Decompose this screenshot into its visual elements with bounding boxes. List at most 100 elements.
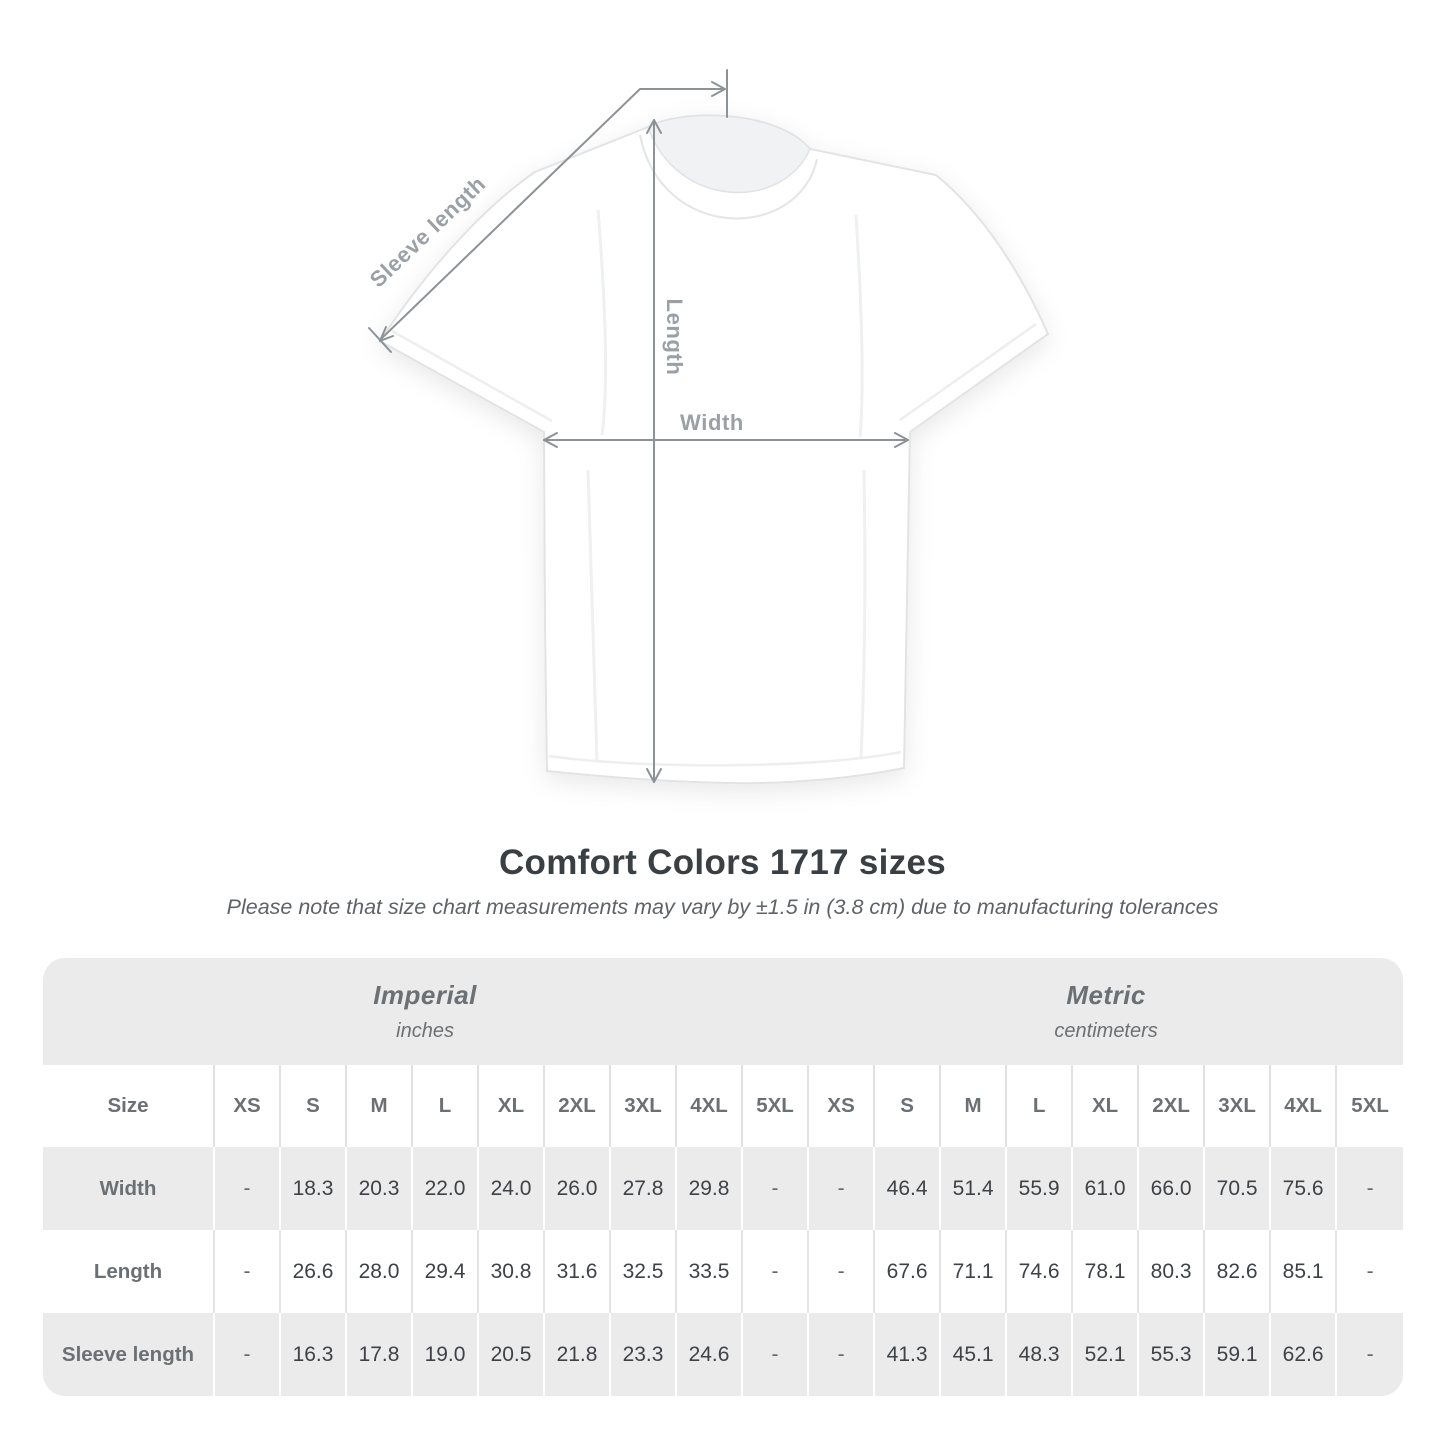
measurement-cell: - [1337, 1230, 1404, 1313]
measurement-cell: 29.4 [413, 1230, 479, 1313]
size-col-header: 2XL [545, 1065, 611, 1147]
size-header-row: Size XS S M L XL 2XL 3XL 4XL 5XL XS S M L XL 2XL 3XL 4XL… [43, 1065, 1404, 1147]
measurement-row: Sleeve length -16.3 17.8 19.0 20.5 21.8 23.3 24… [43, 1313, 1404, 1396]
size-col-header: 3XL [1205, 1065, 1272, 1147]
measurement-cell: - [743, 1313, 810, 1396]
measurement-cell: 20.5 [479, 1313, 545, 1396]
size-col-header: M [941, 1065, 1008, 1147]
measurement-cell: 19.0 [413, 1313, 479, 1396]
measurement-cell: 78.1 [1073, 1230, 1140, 1313]
page-title: Comfort Colors 1717 sizes [498, 843, 947, 882]
measurement-row-label: Length [43, 1230, 215, 1313]
measurement-cell: 48.3 [1007, 1313, 1074, 1396]
measurement-cell: 74.6 [1007, 1230, 1074, 1313]
measurement-cell: - [809, 1230, 876, 1313]
measurement-cell: - [1337, 1147, 1404, 1230]
imperial-group-header: Imperial inches [43, 958, 810, 1065]
sleeve-length-arrow [368, 69, 728, 353]
measurement-cell: 55.3 [1139, 1313, 1206, 1396]
measurement-cell: 30.8 [479, 1230, 545, 1313]
size-col-header: 2XL [1139, 1065, 1206, 1147]
measurement-row: Length -26.6 28.0 29.4 30.8 31.6 32.5 33.5- -67.… [43, 1230, 1404, 1313]
measurement-cell: 82.6 [1205, 1230, 1272, 1313]
measurement-cell: - [1337, 1313, 1404, 1396]
measurement-cell: 55.9 [1007, 1147, 1074, 1230]
size-col-header: XL [479, 1065, 545, 1147]
measurement-cell: 29.8 [677, 1147, 743, 1230]
measurement-cell: - [743, 1230, 810, 1313]
measurement-cell: 23.3 [611, 1313, 677, 1396]
measurement-cell: - [215, 1313, 281, 1396]
measurement-cell: 28.0 [347, 1230, 413, 1313]
measurement-cell: 26.0 [545, 1147, 611, 1230]
size-col-header: L [413, 1065, 479, 1147]
measurement-cell: 71.1 [941, 1230, 1008, 1313]
width-label: Width [680, 410, 744, 435]
measurement-cell: 33.5 [677, 1230, 743, 1313]
measurement-cell: - [743, 1147, 810, 1230]
size-col-header: 5XL [743, 1065, 810, 1147]
measurement-row-label: Sleeve length [43, 1313, 215, 1396]
size-col-header: XS [809, 1065, 876, 1147]
tshirt-shape [378, 114, 1050, 785]
measurement-cell: - [809, 1313, 876, 1396]
measurement-cell: 18.3 [281, 1147, 347, 1230]
measurement-cell: 51.4 [941, 1147, 1008, 1230]
tolerance-note: Please note that size chart measurements… [226, 895, 1219, 919]
size-col-header: XL [1073, 1065, 1140, 1147]
size-col-header: 5XL [1337, 1065, 1404, 1147]
measurement-cell: 45.1 [941, 1313, 1008, 1396]
measurement-cell: 80.3 [1139, 1230, 1206, 1313]
length-label: Length [662, 298, 687, 376]
measurement-cell: 75.6 [1271, 1147, 1338, 1230]
measurement-cell: 17.8 [347, 1313, 413, 1396]
measurement-cell: 62.6 [1271, 1313, 1338, 1396]
measurement-cell: 61.0 [1073, 1147, 1140, 1230]
measurement-cell: 52.1 [1073, 1313, 1140, 1396]
size-table: Imperial inches Metric centimeters Size … [43, 958, 1404, 1396]
hem-stitching [391, 322, 1037, 767]
size-col-header: XS [215, 1065, 281, 1147]
fabric-folds [586, 209, 867, 763]
measurement-cell: 41.3 [875, 1313, 942, 1396]
size-corner-header: Size [43, 1065, 215, 1147]
width-arrow [543, 432, 909, 448]
measurement-cell: 59.1 [1205, 1313, 1272, 1396]
imperial-unit: inches [396, 1020, 454, 1042]
tshirt-measurement-diagram: Sleeve length Length Width [365, 69, 1050, 785]
measurement-cell: 21.8 [545, 1313, 611, 1396]
measurement-row-label: Width [43, 1147, 215, 1230]
measurement-cell: 24.0 [479, 1147, 545, 1230]
length-arrow [646, 119, 662, 783]
measurement-cell: 66.0 [1139, 1147, 1206, 1230]
measurement-cell: 20.3 [347, 1147, 413, 1230]
measurement-cell: 32.5 [611, 1230, 677, 1313]
measurement-cell: 24.6 [677, 1313, 743, 1396]
unit-group-header-row: Imperial inches Metric centimeters [43, 958, 1404, 1065]
metric-label: Metric [1066, 980, 1146, 1010]
measurement-cell: 26.6 [281, 1230, 347, 1313]
measurement-cell: 46.4 [875, 1147, 942, 1230]
size-col-header: 3XL [611, 1065, 677, 1147]
metric-unit: centimeters [1054, 1020, 1158, 1042]
measurement-cell: 31.6 [545, 1230, 611, 1313]
size-col-header: 4XL [1271, 1065, 1338, 1147]
collar-opening [647, 114, 811, 194]
measurement-row: Width -18.3 20.3 22.0 24.0 26.0 27.8 29.8- -46.4… [43, 1147, 1404, 1230]
imperial-label: Imperial [373, 980, 477, 1010]
measurement-cell: 67.6 [875, 1230, 942, 1313]
size-col-header: M [347, 1065, 413, 1147]
measurement-cell: - [215, 1147, 281, 1230]
measurement-cell: - [809, 1147, 876, 1230]
size-col-header: L [1007, 1065, 1074, 1147]
measurement-cell: 16.3 [281, 1313, 347, 1396]
size-col-header: S [875, 1065, 942, 1147]
tshirt-illustration [368, 69, 1050, 785]
measurement-cell: 85.1 [1271, 1230, 1338, 1313]
size-col-header: S [281, 1065, 347, 1147]
measurement-cell: - [215, 1230, 281, 1313]
size-col-header: 4XL [677, 1065, 743, 1147]
measurement-cell: 70.5 [1205, 1147, 1272, 1230]
metric-group-header: Metric centimeters [809, 958, 1404, 1065]
